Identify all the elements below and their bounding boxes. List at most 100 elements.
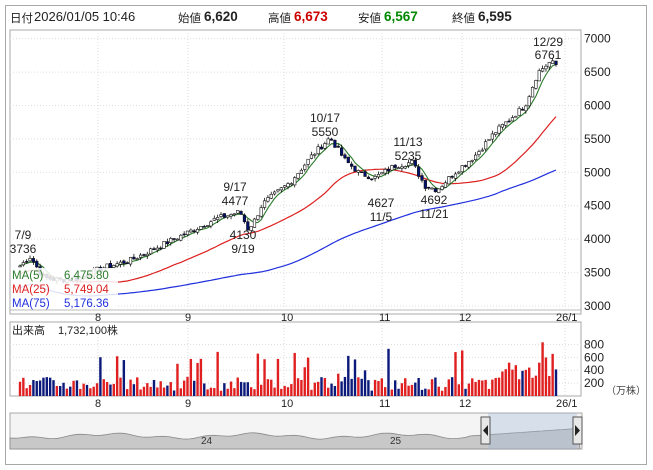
- open-value: 6,620: [204, 9, 238, 24]
- candle-body: [380, 172, 384, 175]
- volume-bar: [193, 380, 196, 396]
- volume-label: 出来高: [12, 323, 45, 337]
- volume-bar: [373, 379, 377, 396]
- candle-body: [256, 215, 260, 220]
- navigator-label-25: 25: [390, 436, 402, 447]
- volume-bar: [437, 386, 440, 396]
- volume-bar: [504, 369, 507, 396]
- candle-body: [386, 168, 391, 172]
- candle-body: [423, 179, 427, 189]
- candle-body: [393, 164, 397, 168]
- volume-bar: [293, 352, 296, 396]
- candle-body: [169, 238, 173, 244]
- candle-body: [252, 218, 257, 228]
- annotation-value: 5550: [312, 125, 339, 139]
- volume-bar: [296, 378, 300, 396]
- candle-body: [309, 154, 314, 159]
- candle-body: [540, 68, 545, 72]
- price-y-tick-label: 6000: [584, 99, 611, 113]
- volume-bar: [142, 386, 146, 396]
- candle-body: [376, 174, 381, 178]
- annotation-value: 3736: [10, 242, 37, 256]
- volume-bar: [300, 379, 303, 396]
- volume-bar: [236, 377, 239, 396]
- volume-bar: [517, 379, 521, 396]
- navigator-right-handle[interactable]: [572, 416, 583, 445]
- candle-body: [497, 125, 501, 134]
- volume-bar: [390, 389, 394, 396]
- candle-body: [209, 221, 213, 227]
- annotation-date: 11/21: [419, 207, 448, 221]
- volume-bar: [383, 387, 387, 396]
- candle-body: [524, 105, 528, 112]
- volume-bar: [239, 381, 243, 396]
- candle-body: [216, 217, 220, 220]
- candle-body: [249, 226, 253, 231]
- volume-bar: [538, 362, 541, 396]
- volume-bar: [159, 381, 162, 396]
- volume-bar: [176, 363, 179, 396]
- price-x-tick-label: 9: [185, 312, 191, 324]
- volume-bar: [310, 389, 313, 396]
- candle-body: [396, 167, 401, 170]
- candle-body: [534, 80, 538, 89]
- volume-bar: [377, 380, 380, 396]
- volume-bar: [105, 382, 109, 396]
- candle-body: [122, 260, 126, 264]
- candle-body: [440, 186, 444, 190]
- candle-body: [289, 183, 293, 186]
- candle-body: [520, 108, 525, 111]
- candle-body: [219, 214, 223, 217]
- volume-bar: [544, 357, 548, 396]
- candle-body: [319, 146, 324, 150]
- volume-bar: [28, 384, 32, 396]
- volume-bar: [327, 387, 330, 396]
- volume-y-tick-label: 200: [584, 376, 604, 390]
- annotation-value: 4692: [421, 193, 448, 207]
- volume-bar: [126, 389, 129, 396]
- annotation-value: 4627: [368, 196, 395, 210]
- candle-body: [547, 62, 551, 68]
- candle-body: [443, 182, 448, 188]
- volume-bar: [256, 353, 260, 396]
- ma25-legend-value: 5,749.04: [64, 284, 109, 296]
- navigator-selection[interactable]: [488, 413, 577, 449]
- volume-bar: [62, 382, 65, 396]
- price-x-tick-label: 26/1: [556, 312, 577, 324]
- candle-body: [185, 230, 190, 236]
- candle-body: [306, 158, 310, 165]
- candle-body: [333, 139, 337, 148]
- candle-body: [202, 226, 206, 228]
- candle-body: [35, 260, 39, 268]
- volume-bar: [347, 355, 350, 396]
- candle-body: [206, 225, 210, 227]
- candle-body: [212, 218, 216, 221]
- candle-body: [262, 200, 267, 208]
- volume-x-tick-label: 8: [95, 398, 101, 410]
- volume-bar: [444, 386, 447, 396]
- price-x-tick-label: 8: [95, 312, 101, 324]
- candle-body: [25, 261, 29, 263]
- candle-body: [269, 194, 273, 199]
- candle-body: [366, 176, 371, 180]
- volume-x-tick-label: 9: [185, 398, 191, 410]
- candle-body: [149, 248, 153, 255]
- volume-bar: [72, 380, 75, 396]
- volume-bar: [434, 377, 437, 396]
- candle-body: [259, 207, 263, 217]
- volume-bar: [139, 389, 142, 396]
- volume-x-tick-label: 10: [281, 398, 293, 410]
- volume-bar: [65, 388, 69, 396]
- candle-body: [373, 176, 377, 179]
- candle-body: [189, 229, 193, 233]
- candle-body: [172, 238, 176, 240]
- candle-body: [266, 197, 270, 202]
- candle-body: [510, 117, 515, 122]
- volume-bar: [333, 386, 337, 396]
- candle-body: [350, 163, 354, 167]
- volume-bar: [206, 389, 209, 396]
- high-value: 6,673: [294, 9, 328, 24]
- open-label: 始値: [178, 13, 201, 25]
- navigator-left-handle[interactable]: [480, 416, 491, 445]
- volume-bar: [350, 378, 353, 396]
